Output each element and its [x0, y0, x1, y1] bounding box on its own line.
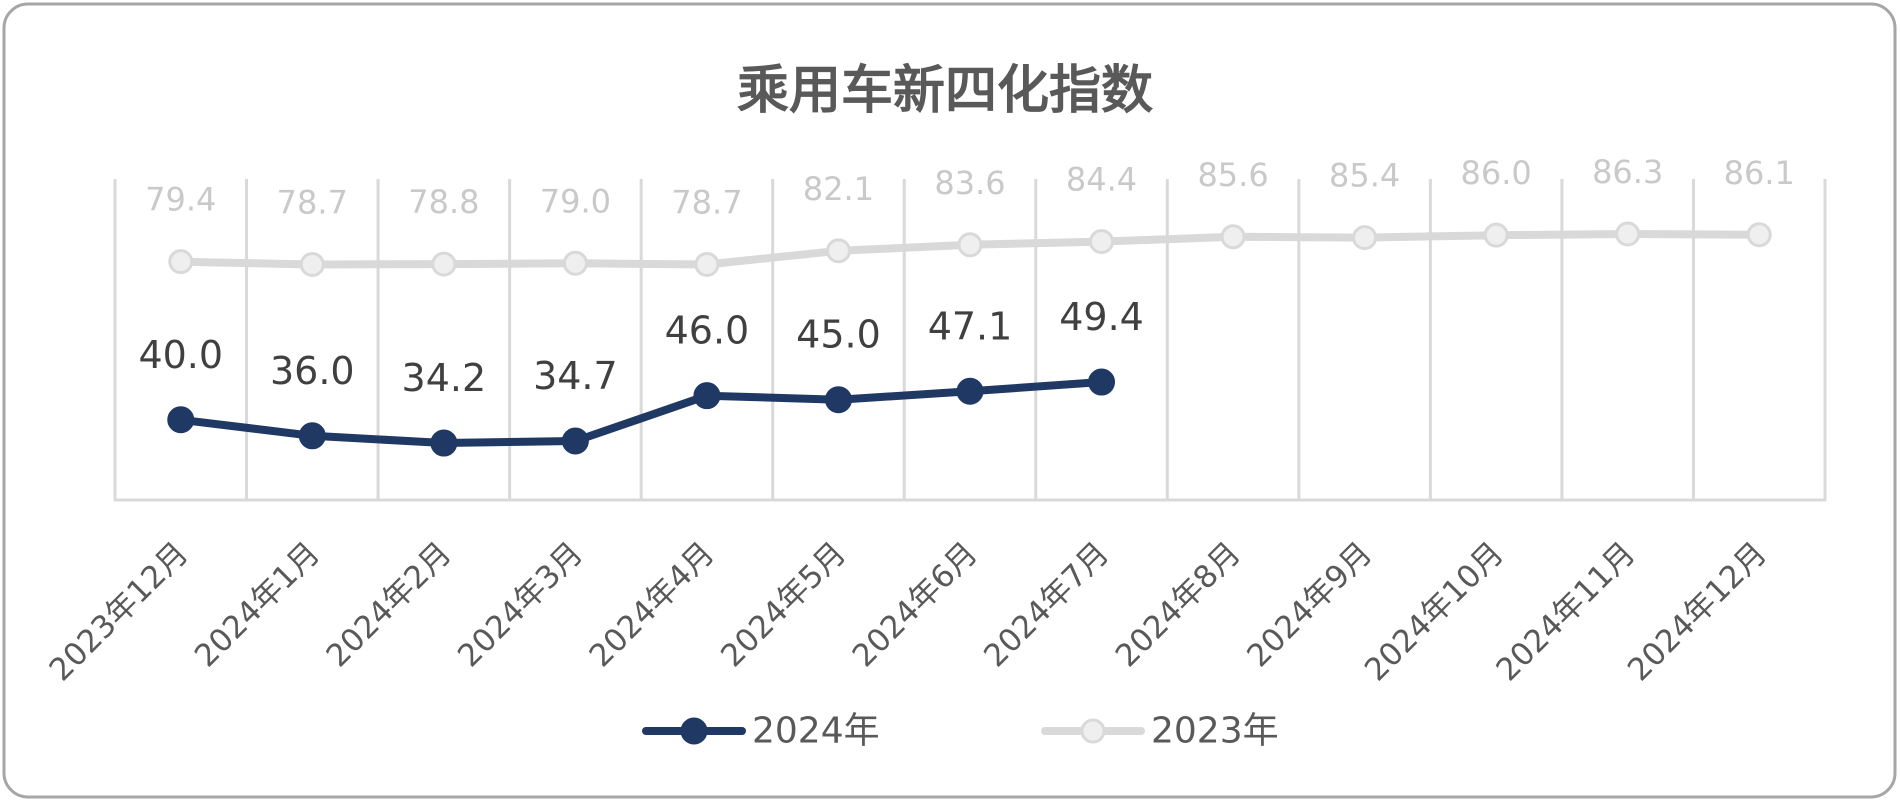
data-label: 34.7 [533, 354, 618, 398]
data-label: 78.7 [671, 183, 742, 221]
data-label: 78.7 [277, 183, 348, 221]
data-label: 34.2 [402, 356, 487, 400]
data-point-marker [1088, 368, 1116, 396]
data-point-marker [1746, 222, 1772, 248]
legend-swatch-marker [1080, 718, 1106, 744]
data-point-marker [957, 232, 983, 258]
data-label: 79.0 [540, 182, 611, 220]
data-label: 45.0 [796, 313, 881, 357]
data-label: 85.4 [1329, 157, 1400, 195]
data-label: 40.0 [138, 333, 223, 377]
data-label: 79.4 [145, 181, 216, 219]
legend-item-2024: 2024年 [642, 711, 880, 752]
data-point-marker [825, 238, 851, 264]
data-label: 36.0 [270, 349, 355, 393]
data-point-marker [167, 406, 195, 434]
data-point-marker [1089, 229, 1115, 255]
series-2024: 40.0 36.0 34.2 34.7 46.0 45.0 47.1 49.4 [138, 295, 1144, 457]
data-point-marker [824, 386, 852, 414]
data-label: 85.6 [1197, 156, 1268, 194]
data-point-marker [431, 251, 457, 277]
data-label: 78.8 [408, 183, 479, 221]
data-label: 47.1 [928, 304, 1013, 348]
data-point-marker [562, 250, 588, 276]
data-point-marker [561, 427, 589, 455]
data-point-marker [1615, 221, 1641, 247]
series-line [176, 378, 1106, 447]
data-point-marker [1483, 222, 1509, 248]
data-point-marker [168, 249, 194, 275]
data-point-marker [1220, 224, 1246, 250]
data-point-marker [1352, 225, 1378, 251]
legend: 2024年 2023年 [642, 711, 1279, 752]
data-label: 86.0 [1461, 154, 1532, 192]
legend-label: 2024年 [752, 711, 880, 752]
legend-swatch-marker [680, 717, 708, 745]
data-label: 46.0 [665, 309, 750, 353]
data-label: 84.4 [1066, 161, 1137, 199]
data-point-marker [956, 377, 984, 405]
data-label: 83.6 [934, 164, 1005, 202]
legend-label: 2023年 [1151, 711, 1279, 752]
data-label: 49.4 [1059, 295, 1144, 339]
data-point-marker [299, 251, 325, 277]
data-point-marker [693, 382, 721, 410]
data-point-marker [430, 429, 458, 457]
legend-item-2023: 2023年 [1041, 711, 1279, 752]
series-2023: 79.4 78.7 78.8 79.0 78.7 82.1 83.6 84.4 85.6 85.4… [145, 153, 1795, 277]
data-label: 86.1 [1724, 154, 1795, 192]
chart-title: 乘用车新四化指数 [737, 61, 1153, 121]
data-label: 82.1 [803, 170, 874, 208]
data-point-marker [694, 251, 720, 277]
data-point-marker [298, 422, 326, 450]
data-label: 86.3 [1592, 153, 1663, 191]
